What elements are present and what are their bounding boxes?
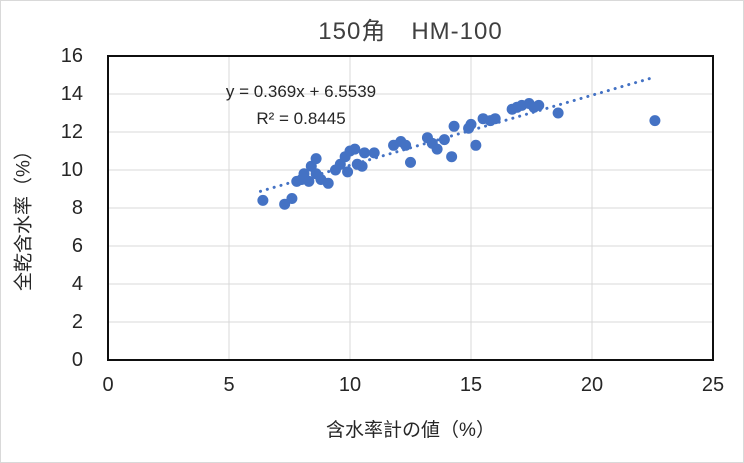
y-axis-title[interactable]: 全乾含水率（%） xyxy=(13,141,35,291)
data-point[interactable] xyxy=(303,175,315,187)
x-tick-label: 25 xyxy=(701,374,725,396)
trendline-equation-label[interactable]: y = 0.369x + 6.5539 R² = 0.8445 xyxy=(200,78,402,132)
data-point[interactable] xyxy=(368,147,380,159)
data-point[interactable] xyxy=(446,151,458,163)
y-tick-label: 2 xyxy=(71,311,83,333)
data-point[interactable] xyxy=(465,118,477,130)
x-tick-label: 20 xyxy=(580,374,604,396)
data-point[interactable] xyxy=(310,153,322,165)
data-point[interactable] xyxy=(342,166,354,178)
plot-border xyxy=(107,55,714,361)
data-point[interactable] xyxy=(405,156,416,168)
y-tick-label: 0 xyxy=(71,349,83,371)
data-point[interactable] xyxy=(431,143,443,155)
data-point[interactable] xyxy=(322,177,334,189)
x-tick-label: 15 xyxy=(459,374,483,396)
equation-line: y = 0.369x + 6.5539 xyxy=(225,82,377,101)
y-tick-label: 14 xyxy=(60,83,83,105)
y-tick-label: 12 xyxy=(60,121,83,143)
data-point[interactable] xyxy=(470,139,482,151)
y-tick-label: 8 xyxy=(71,197,83,219)
data-point[interactable] xyxy=(489,113,501,125)
data-point[interactable] xyxy=(349,143,361,155)
data-point[interactable] xyxy=(552,107,564,119)
x-axis-title[interactable]: 含水率計の値（%） xyxy=(326,420,495,441)
data-point[interactable] xyxy=(649,115,661,127)
data-point[interactable] xyxy=(533,99,545,111)
data-point[interactable] xyxy=(400,139,412,151)
data-point[interactable] xyxy=(257,194,269,206)
x-tick-label: 10 xyxy=(338,374,362,396)
y-tick-label: 6 xyxy=(71,235,83,257)
y-tick-label: 10 xyxy=(60,159,83,181)
data-point[interactable] xyxy=(359,147,371,159)
x-tick-label: 0 xyxy=(102,374,114,396)
y-tick-label: 16 xyxy=(60,45,83,67)
data-point[interactable] xyxy=(448,120,460,132)
r-squared-line: R² = 0.8445 xyxy=(256,109,346,128)
data-point[interactable] xyxy=(438,134,450,146)
data-point[interactable] xyxy=(356,160,368,172)
chart-title[interactable]: 150角 HM-100 xyxy=(318,18,503,45)
data-point[interactable] xyxy=(286,193,298,204)
y-tick-label: 4 xyxy=(71,273,83,295)
x-tick-label: 5 xyxy=(223,374,235,396)
